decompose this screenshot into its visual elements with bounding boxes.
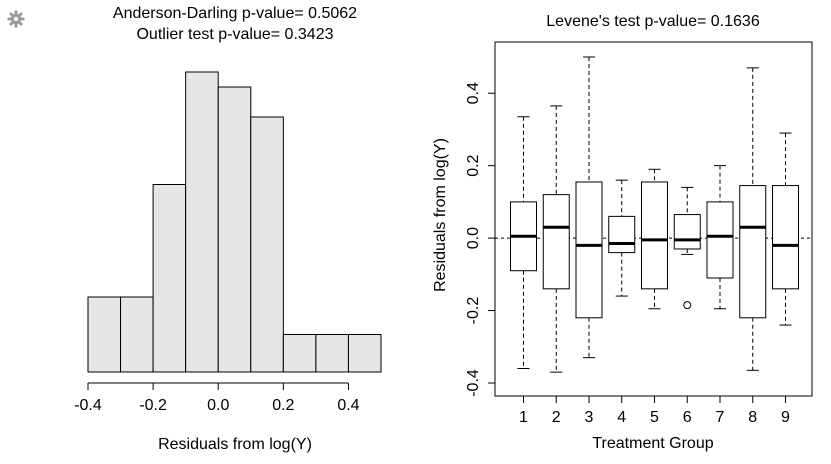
boxplot-x-tick-label: 1 (519, 409, 528, 426)
box (608, 215, 636, 254)
boxplot-x-tick-label: 6 (683, 409, 692, 426)
boxplot-x-label: Treatment Group (592, 435, 713, 452)
gear-icon[interactable] (6, 9, 26, 29)
boxplot-title: Levene's test p-value= 0.1636 (546, 13, 760, 30)
box (673, 214, 701, 250)
histogram-bar (315, 334, 349, 373)
boxplot-y-tick-label: 0.4 (465, 82, 482, 104)
boxplot-panel: Levene's test p-value= 0.1636 1 2 3 4 5 6 7 8 9 -… (432, 13, 813, 452)
boxplot-axes: 1 2 3 4 5 6 7 8 9 -0.4 -0.2 0.0 0.2 0.4 (465, 41, 813, 426)
histogram-x-tick-label: -0.2 (139, 397, 167, 414)
boxplot-x-tick-label: 5 (650, 409, 659, 426)
boxplot-y-tick-label: -0.4 (465, 369, 482, 397)
histogram-bar (120, 296, 154, 373)
box (575, 181, 603, 319)
histogram-bar (250, 116, 284, 373)
histogram-bar (152, 184, 187, 373)
box (542, 194, 570, 290)
boxplot-y-label: Residuals from log(Y) (432, 138, 449, 292)
gear-icon-glyph (7, 10, 25, 28)
histogram-panel: Anderson-Darling p-value= 0.5062 Outlier… (74, 5, 382, 453)
histogram-title-line-1: Anderson-Darling p-value= 0.5062 (113, 5, 357, 22)
boxplot-x-tick-label: 9 (781, 409, 790, 426)
boxplot-x-tick-label: 4 (617, 409, 626, 426)
histogram-x-tick-label: 0.2 (272, 397, 294, 414)
histogram-bars (87, 71, 382, 373)
boxplot-y-tick-label: 0.2 (465, 154, 482, 176)
boxplot-y-tick-label: -0.2 (465, 297, 482, 325)
histogram-title-line-2: Outlier test p-value= 0.3423 (136, 26, 333, 43)
histogram-bar (185, 71, 219, 373)
boxplot-x-tick-label: 7 (716, 409, 725, 426)
boxplot-x-tick-label: 3 (585, 409, 594, 426)
histogram-bar (217, 86, 252, 373)
histogram-bar (282, 334, 317, 373)
histogram-x-tick-label: 0.4 (337, 397, 359, 414)
box (772, 185, 799, 290)
outlier-point (683, 301, 692, 310)
box (739, 185, 767, 319)
histogram-x-tick-label: -0.4 (74, 397, 102, 414)
histogram-bar (347, 334, 382, 373)
boxplot-boxes (510, 56, 799, 373)
boxplot-y-tick-label: 0.0 (465, 227, 482, 249)
boxplot-frame (494, 41, 813, 397)
boxplot-x-tick-label: 8 (748, 409, 757, 426)
histogram-x-tick-label: 0.0 (207, 397, 229, 414)
histogram-bar (87, 296, 122, 373)
box (641, 181, 668, 290)
histogram-x-axis: -0.4 -0.2 0.0 0.2 0.4 (74, 382, 360, 414)
histogram-x-label: Residuals from log(Y) (158, 436, 312, 453)
boxplot-x-tick-label: 2 (552, 409, 561, 426)
box (706, 201, 734, 279)
